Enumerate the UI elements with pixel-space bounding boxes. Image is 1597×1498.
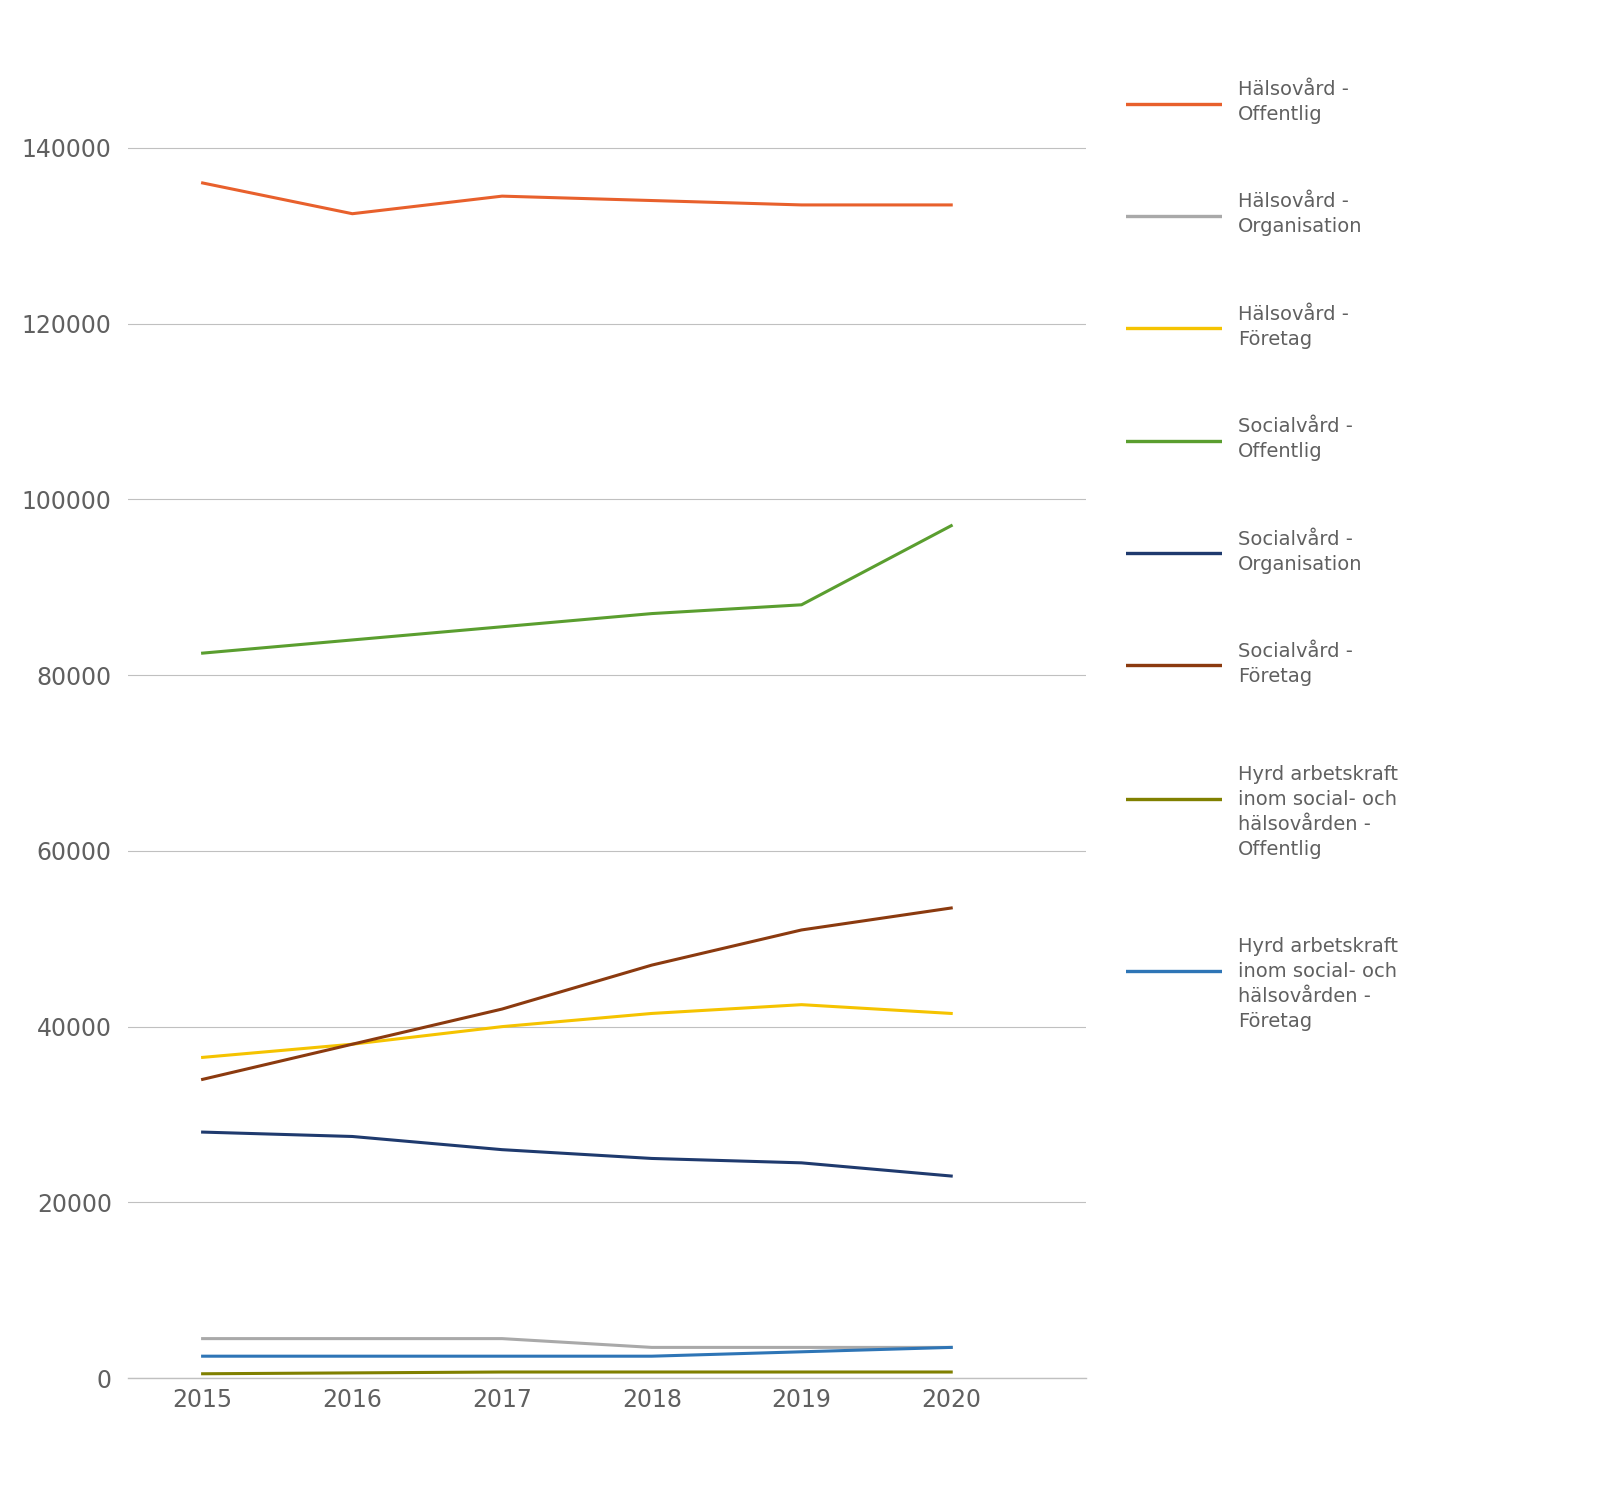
Line: Hälsovård -
Organisation: Hälsovård - Organisation bbox=[203, 1339, 952, 1347]
Socialvård -
Organisation bbox=[193, 1124, 212, 1141]
Hyrd arbetskraft
inom social- och
hälsovården -
Offentlig bbox=[942, 1363, 961, 1381]
Socialvård -
Offentlig bbox=[792, 596, 811, 614]
Hyrd arbetskraft
inom social- och
hälsovården -
Företag bbox=[942, 1338, 961, 1356]
Hälsovård -
Organisation bbox=[942, 1338, 961, 1356]
Line: Socialvård -
Offentlig: Socialvård - Offentlig bbox=[203, 526, 952, 653]
Socialvård -
Företag bbox=[343, 1035, 363, 1053]
Hyrd arbetskraft
inom social- och
hälsovården -
Företag bbox=[193, 1347, 212, 1365]
Socialvård -
Offentlig bbox=[343, 631, 363, 649]
Hyrd arbetskraft
inom social- och
hälsovården -
Företag bbox=[642, 1347, 661, 1365]
Socialvård -
Organisation bbox=[642, 1149, 661, 1167]
Socialvård -
Företag bbox=[942, 899, 961, 917]
Hälsovård -
Organisation bbox=[492, 1330, 511, 1348]
Text: Socialvård -
Offentlig: Socialvård - Offentlig bbox=[1238, 416, 1353, 461]
Hälsovård -
Företag bbox=[193, 1049, 212, 1067]
Hälsovård -
Företag bbox=[792, 996, 811, 1014]
Socialvård -
Organisation bbox=[492, 1140, 511, 1158]
Hälsovård -
Företag bbox=[343, 1035, 363, 1053]
Text: Socialvård -
Organisation: Socialvård - Organisation bbox=[1238, 529, 1362, 574]
Hälsovård -
Offentlig bbox=[942, 196, 961, 214]
Hyrd arbetskraft
inom social- och
hälsovården -
Offentlig bbox=[642, 1363, 661, 1381]
Socialvård -
Offentlig bbox=[492, 617, 511, 635]
Hälsovård -
Organisation bbox=[642, 1338, 661, 1356]
Text: Hyrd arbetskraft
inom social- och
hälsovården -
Offentlig: Hyrd arbetskraft inom social- och hälsov… bbox=[1238, 765, 1397, 858]
Text: Hälsovård -
Företag: Hälsovård - Företag bbox=[1238, 304, 1348, 349]
Hyrd arbetskraft
inom social- och
hälsovården -
Företag bbox=[792, 1342, 811, 1360]
Text: Hyrd arbetskraft
inom social- och
hälsovården -
Företag: Hyrd arbetskraft inom social- och hälsov… bbox=[1238, 938, 1397, 1031]
Hyrd arbetskraft
inom social- och
hälsovården -
Offentlig bbox=[792, 1363, 811, 1381]
Hyrd arbetskraft
inom social- och
hälsovården -
Offentlig bbox=[492, 1363, 511, 1381]
Socialvård -
Offentlig bbox=[942, 517, 961, 535]
Socialvård -
Organisation bbox=[343, 1128, 363, 1146]
Socialvård -
Företag bbox=[492, 1001, 511, 1019]
Socialvård -
Organisation bbox=[942, 1167, 961, 1185]
Hälsovård -
Organisation bbox=[343, 1330, 363, 1348]
Socialvård -
Offentlig bbox=[642, 605, 661, 623]
Socialvård -
Företag bbox=[792, 921, 811, 939]
Hyrd arbetskraft
inom social- och
hälsovården -
Företag bbox=[343, 1347, 363, 1365]
Hälsovård -
Offentlig bbox=[193, 174, 212, 192]
Socialvård -
Organisation bbox=[792, 1153, 811, 1171]
Text: Hälsovård -
Organisation: Hälsovård - Organisation bbox=[1238, 192, 1362, 237]
Socialvård -
Företag bbox=[642, 956, 661, 974]
Hyrd arbetskraft
inom social- och
hälsovården -
Offentlig bbox=[193, 1365, 212, 1383]
Text: Hälsovård -
Offentlig: Hälsovård - Offentlig bbox=[1238, 79, 1348, 124]
Hälsovård -
Organisation bbox=[193, 1330, 212, 1348]
Line: Socialvård -
Företag: Socialvård - Företag bbox=[203, 908, 952, 1080]
Hälsovård -
Organisation bbox=[792, 1338, 811, 1356]
Socialvård -
Offentlig bbox=[193, 644, 212, 662]
Line: Hälsovård -
Företag: Hälsovård - Företag bbox=[203, 1005, 952, 1058]
Hälsovård -
Företag bbox=[642, 1005, 661, 1023]
Hyrd arbetskraft
inom social- och
hälsovården -
Offentlig bbox=[343, 1363, 363, 1381]
Line: Hyrd arbetskraft
inom social- och
hälsovården -
Offentlig: Hyrd arbetskraft inom social- och hälsov… bbox=[203, 1372, 952, 1374]
Hälsovård -
Offentlig bbox=[343, 205, 363, 223]
Hälsovård -
Offentlig bbox=[642, 192, 661, 210]
Hälsovård -
Offentlig bbox=[492, 187, 511, 205]
Line: Hälsovård -
Offentlig: Hälsovård - Offentlig bbox=[203, 183, 952, 214]
Text: Socialvård -
Företag: Socialvård - Företag bbox=[1238, 641, 1353, 686]
Hälsovård -
Företag bbox=[492, 1017, 511, 1035]
Hyrd arbetskraft
inom social- och
hälsovården -
Företag bbox=[492, 1347, 511, 1365]
Line: Socialvård -
Organisation: Socialvård - Organisation bbox=[203, 1132, 952, 1176]
Socialvård -
Företag bbox=[193, 1071, 212, 1089]
Hälsovård -
Företag bbox=[942, 1005, 961, 1023]
Line: Hyrd arbetskraft
inom social- och
hälsovården -
Företag: Hyrd arbetskraft inom social- och hälsov… bbox=[203, 1347, 952, 1356]
Hälsovård -
Offentlig bbox=[792, 196, 811, 214]
